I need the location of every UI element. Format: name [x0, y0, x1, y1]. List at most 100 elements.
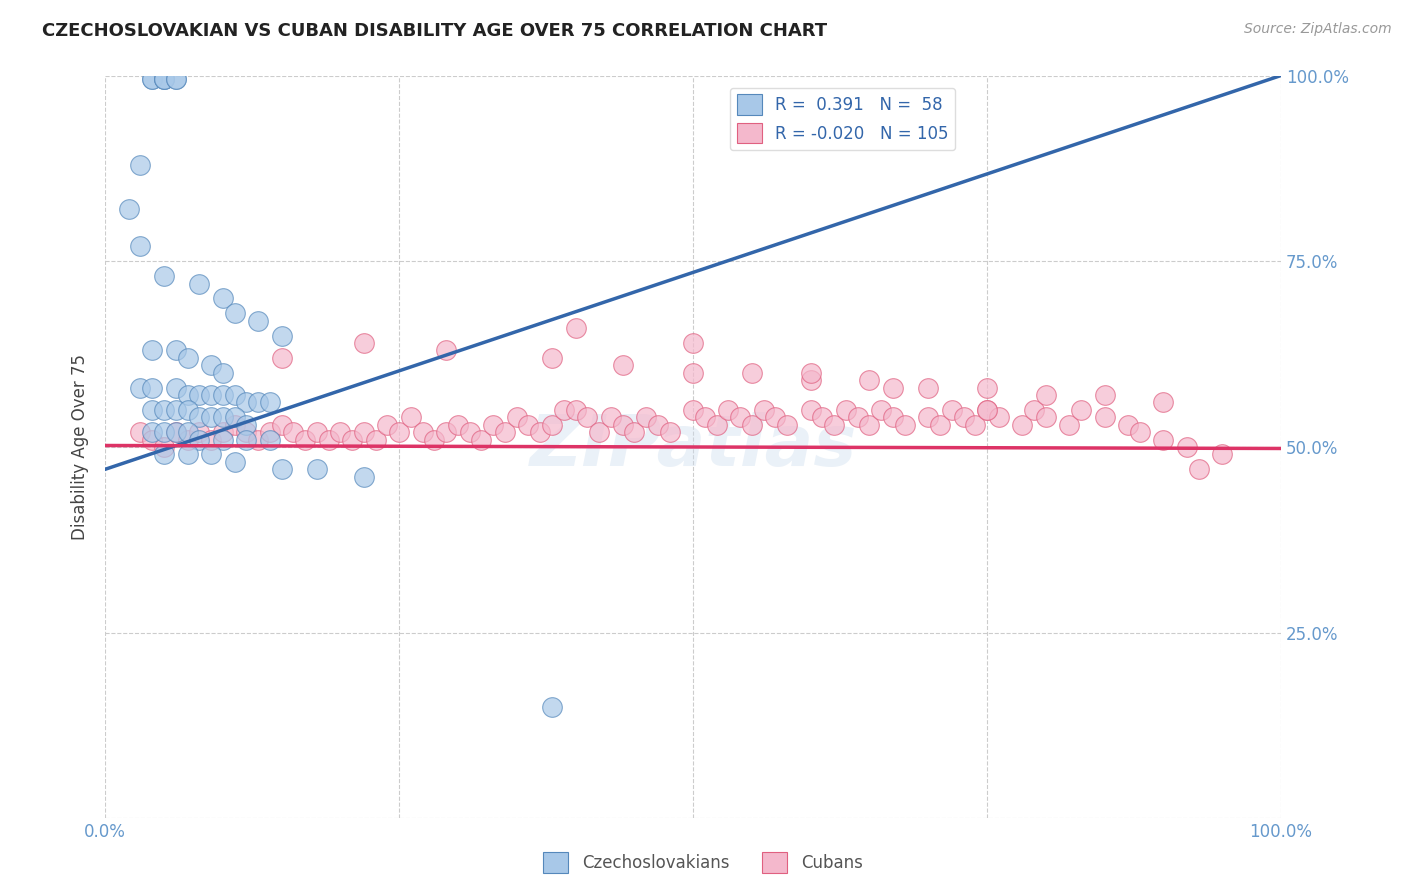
Point — [200, 447, 222, 461]
Point — [188, 425, 211, 439]
Point — [247, 395, 270, 409]
Point — [682, 366, 704, 380]
Point — [470, 433, 492, 447]
Point — [141, 343, 163, 358]
Point — [270, 417, 292, 432]
Point — [153, 425, 176, 439]
Point — [165, 425, 187, 439]
Point — [553, 402, 575, 417]
Point — [423, 433, 446, 447]
Point — [329, 425, 352, 439]
Point — [612, 358, 634, 372]
Point — [235, 417, 257, 432]
Point — [1011, 417, 1033, 432]
Point — [929, 417, 952, 432]
Point — [129, 158, 152, 172]
Point — [211, 366, 233, 380]
Point — [917, 410, 939, 425]
Point — [529, 425, 551, 439]
Point — [259, 395, 281, 409]
Point — [200, 410, 222, 425]
Point — [870, 402, 893, 417]
Point — [176, 433, 198, 447]
Point — [188, 433, 211, 447]
Point — [447, 417, 470, 432]
Point — [682, 402, 704, 417]
Point — [353, 425, 375, 439]
Point — [224, 455, 246, 469]
Text: Source: ZipAtlas.com: Source: ZipAtlas.com — [1244, 22, 1392, 37]
Point — [141, 433, 163, 447]
Point — [224, 388, 246, 402]
Point — [1129, 425, 1152, 439]
Point — [1022, 402, 1045, 417]
Point — [129, 425, 152, 439]
Point — [211, 292, 233, 306]
Point — [141, 425, 163, 439]
Point — [211, 433, 233, 447]
Point — [693, 410, 716, 425]
Point — [200, 358, 222, 372]
Point — [434, 343, 457, 358]
Point — [763, 410, 786, 425]
Point — [377, 417, 399, 432]
Point — [224, 306, 246, 320]
Point — [917, 380, 939, 394]
Point — [952, 410, 974, 425]
Point — [823, 417, 845, 432]
Point — [388, 425, 411, 439]
Point — [882, 410, 904, 425]
Point — [247, 314, 270, 328]
Point — [141, 72, 163, 87]
Point — [1188, 462, 1211, 476]
Point — [1059, 417, 1081, 432]
Point — [224, 410, 246, 425]
Point — [728, 410, 751, 425]
Point — [634, 410, 657, 425]
Point — [294, 433, 316, 447]
Point — [434, 425, 457, 439]
Point — [752, 402, 775, 417]
Point — [176, 388, 198, 402]
Point — [353, 469, 375, 483]
Point — [1175, 440, 1198, 454]
Point — [706, 417, 728, 432]
Point — [270, 462, 292, 476]
Point — [800, 366, 823, 380]
Point — [588, 425, 610, 439]
Point — [1035, 388, 1057, 402]
Point — [800, 402, 823, 417]
Point — [682, 336, 704, 351]
Point — [259, 433, 281, 447]
Point — [494, 425, 516, 439]
Point — [800, 373, 823, 387]
Point — [176, 351, 198, 365]
Point — [188, 410, 211, 425]
Point — [846, 410, 869, 425]
Point — [599, 410, 621, 425]
Point — [270, 328, 292, 343]
Point — [176, 402, 198, 417]
Point — [165, 380, 187, 394]
Point — [318, 433, 340, 447]
Point — [564, 402, 586, 417]
Text: ZIPatlas: ZIPatlas — [530, 412, 856, 482]
Point — [858, 373, 880, 387]
Point — [165, 72, 187, 87]
Point — [305, 425, 328, 439]
Point — [858, 417, 880, 432]
Point — [835, 402, 858, 417]
Point — [976, 402, 998, 417]
Point — [129, 380, 152, 394]
Point — [1070, 402, 1092, 417]
Point — [153, 402, 176, 417]
Point — [224, 417, 246, 432]
Point — [270, 351, 292, 365]
Point — [141, 380, 163, 394]
Point — [1116, 417, 1139, 432]
Point — [340, 433, 363, 447]
Point — [259, 425, 281, 439]
Point — [1152, 395, 1174, 409]
Point — [188, 277, 211, 291]
Point — [541, 351, 564, 365]
